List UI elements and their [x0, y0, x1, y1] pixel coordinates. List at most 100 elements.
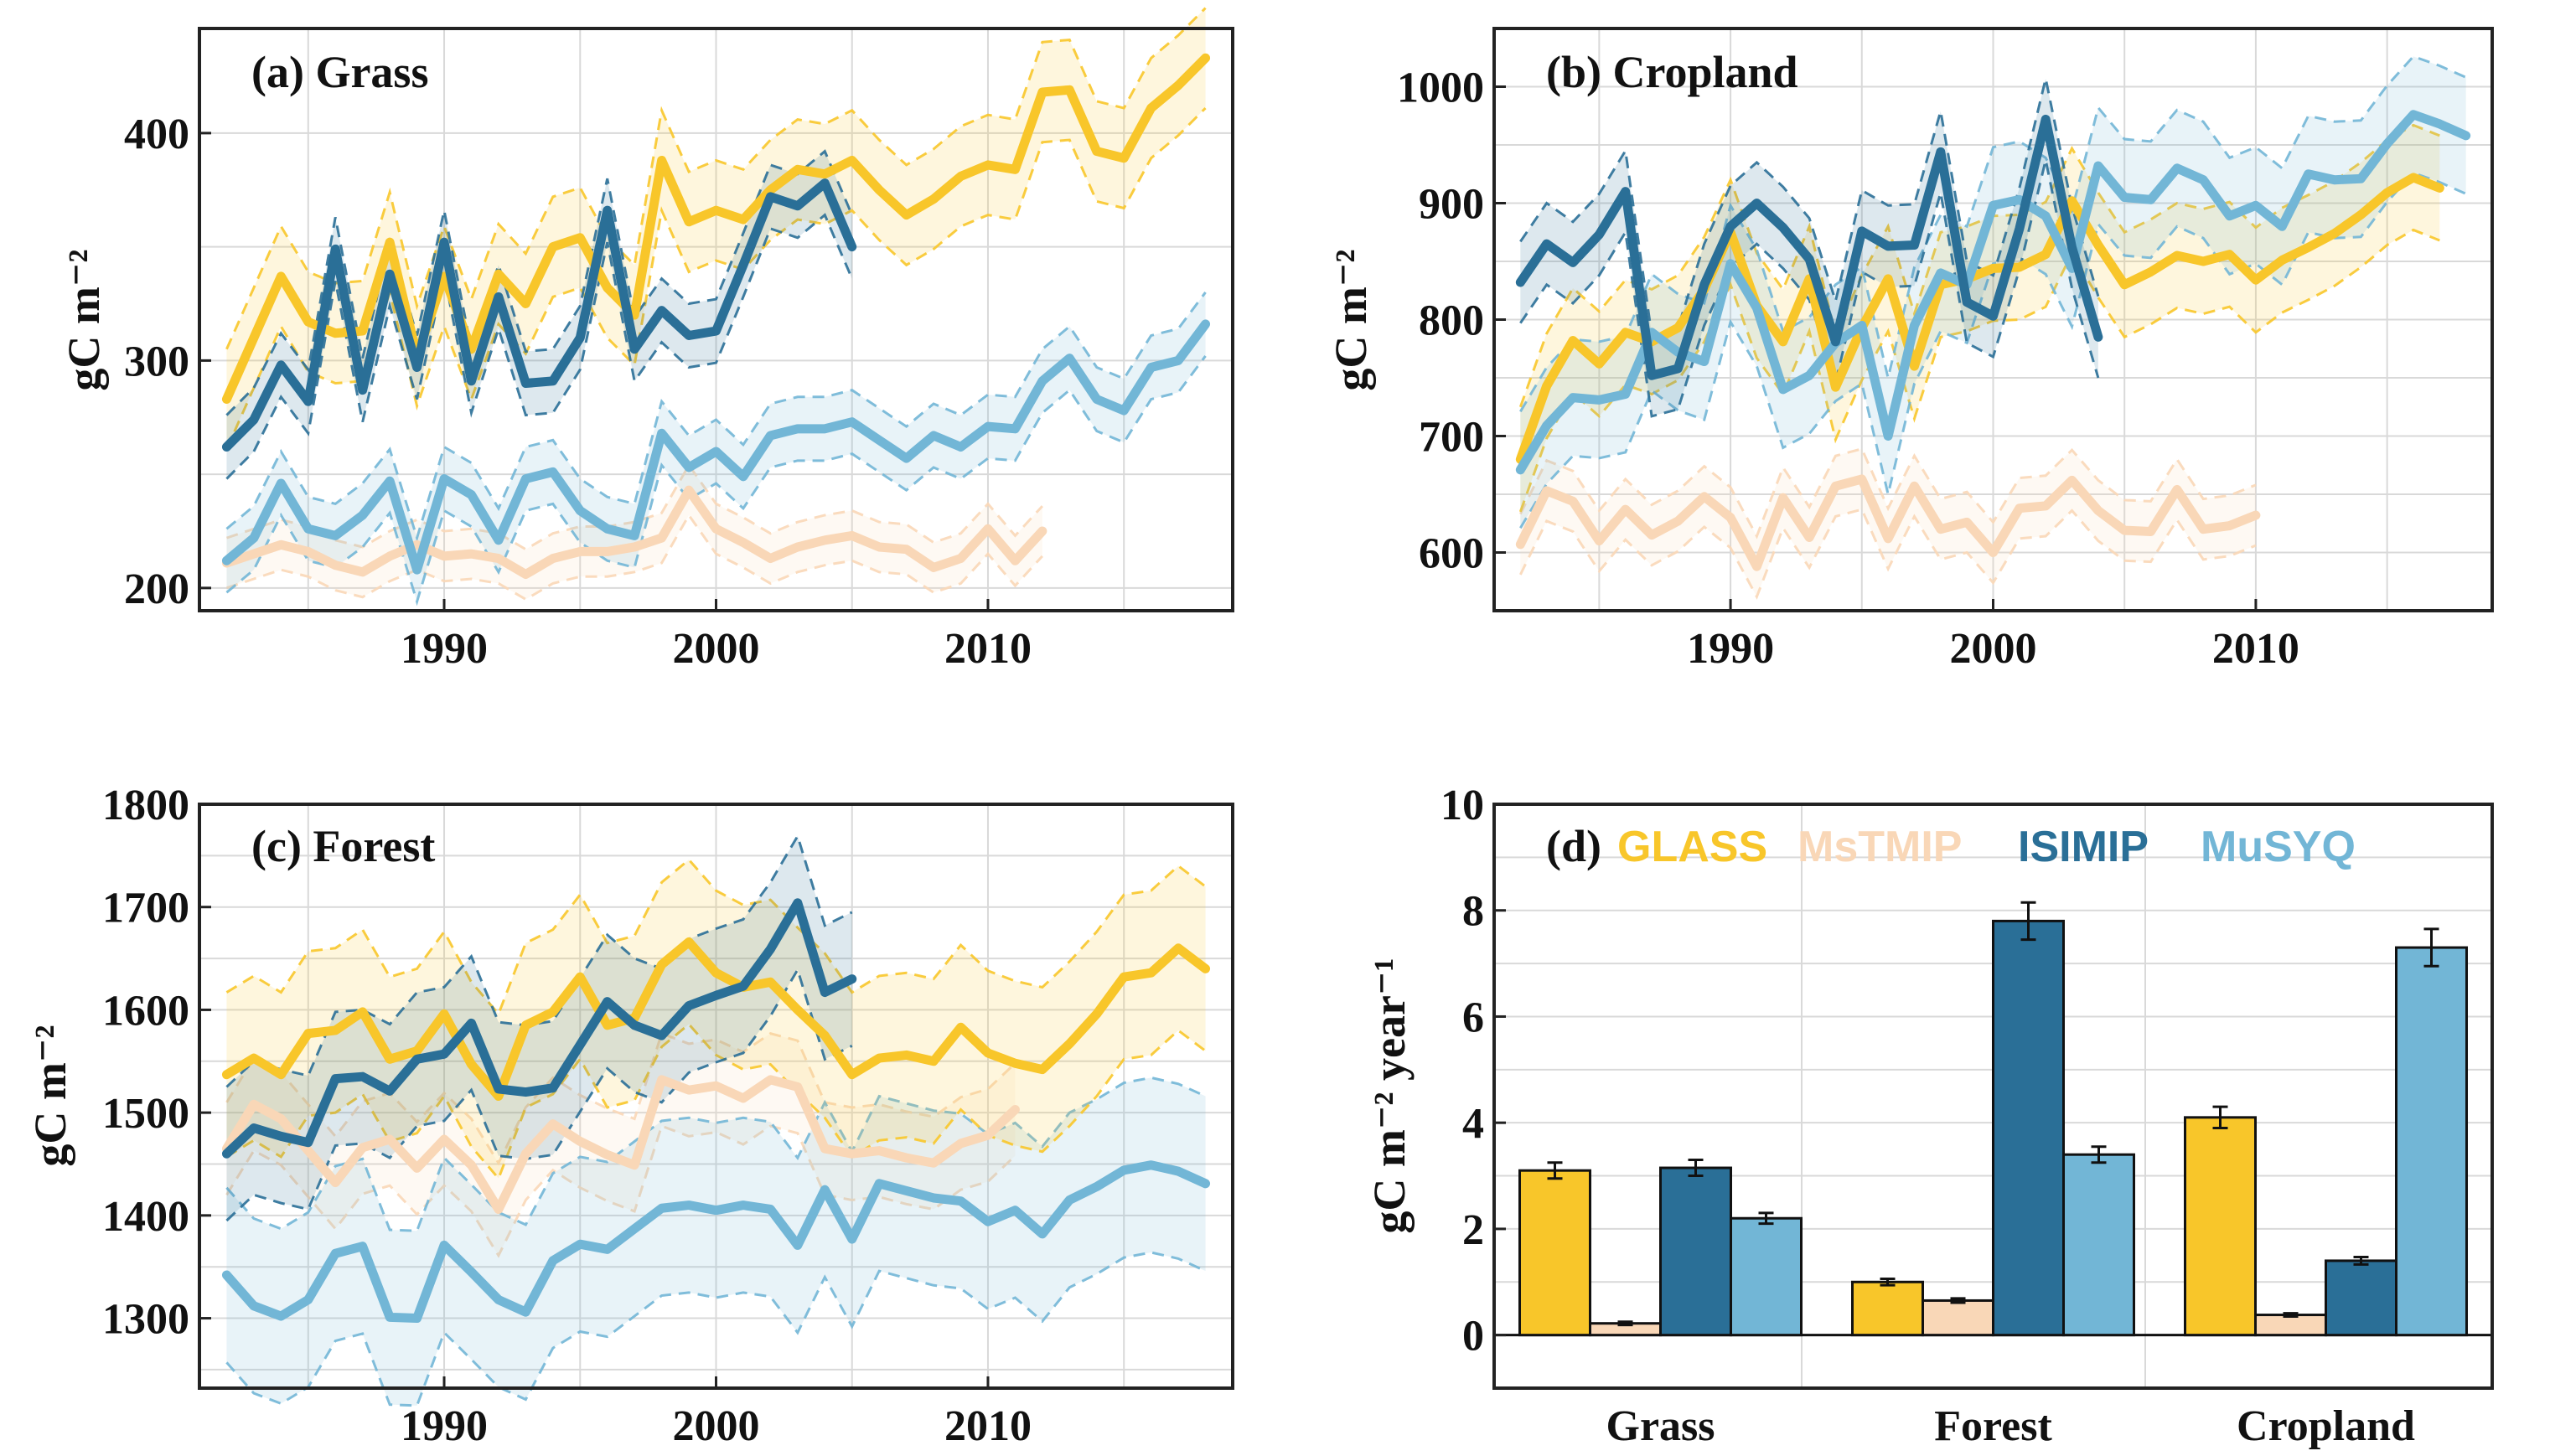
band-upper-glass: [225, 7, 1207, 350]
legend-entry-isimip: ISIMIP: [2018, 823, 2149, 871]
y-tick-label: 1000: [1397, 65, 1484, 112]
y-tick-label: 0: [1462, 1313, 1484, 1360]
band-lower-mstmip: [225, 1124, 1016, 1258]
band-lower-isimip: [1519, 159, 2100, 418]
x-tick-label: 2000: [673, 1402, 760, 1450]
y-tick-label: 600: [1419, 530, 1484, 578]
panel-title: (d): [1546, 821, 1601, 871]
band-upper-mstmip: [225, 1031, 1016, 1166]
panel-b-cropland: 1990 2000 2010 600 700 800 900 1000 (b) Croplan…: [1326, 27, 2494, 673]
uncertainty-band-musyq: [1520, 56, 2466, 529]
series-line-mstmip: [221, 485, 1047, 580]
panel-a-grass: 1990 2000 2010 200 300 400 (a) Grass gC m⁻²: [59, 7, 1234, 673]
series-line-glass: [221, 937, 1211, 1101]
panel-c-forest: 1990 2000 2010 1300 1400 1500 1600 1700 1800 (c)…: [25, 782, 1234, 1450]
bar-musyq-grass: [1730, 1216, 1803, 1337]
y-tick-label: 1600: [102, 987, 189, 1035]
panel-d-bar: Grass Forest Cropland 0 2 4 6 8 10 (d) GLASS MsTM…: [1364, 782, 2494, 1450]
legend-entry-glass: GLASS: [1617, 823, 1767, 871]
y-tick-label: 400: [124, 111, 189, 158]
y-tick-label: 1500: [102, 1090, 189, 1138]
y-tick-label: 700: [1419, 414, 1484, 462]
legend-entry-mstmip: MsTMIP: [1797, 823, 1962, 871]
band-upper-musyq: [1519, 54, 2467, 413]
x-category-label: Forest: [1934, 1402, 2052, 1450]
series-line-glass: [1515, 173, 2444, 464]
legend: GLASS MsTMIP ISIMIP MuSYQ: [1617, 823, 2356, 871]
y-tick-label: 1400: [102, 1193, 189, 1241]
series-line-mstmip: [221, 1075, 1020, 1214]
bar-mstmip-cropland: [2254, 1314, 2327, 1337]
x-tick-label: 1990: [401, 625, 488, 673]
uncertainty-band-musyq: [226, 1077, 1206, 1406]
series-line-mstmip: [1515, 474, 2261, 571]
y-tick-label: 4: [1462, 1100, 1484, 1148]
band-lower-mstmip: [225, 513, 1043, 602]
bar-glass-grass: [1518, 1169, 1591, 1337]
x-tick-label: 1990: [401, 1402, 488, 1450]
uncertainty-band-isimip: [226, 836, 852, 1221]
y-tick-label: 200: [124, 565, 189, 613]
series-line-glass: [221, 53, 1211, 405]
band-lower-musyq: [225, 1251, 1207, 1407]
band-lower-glass: [225, 1022, 1207, 1181]
bar-glass-forest: [1851, 1280, 1924, 1337]
y-axis-label: gC m⁻²: [25, 1025, 75, 1166]
series-line-isimip: [221, 898, 857, 1159]
x-tick-label: 2010: [2212, 625, 2299, 673]
x-category-label: Cropland: [2237, 1402, 2415, 1450]
x-tick-label: 2010: [944, 625, 1032, 673]
bar-musyq-cropland: [2395, 946, 2468, 1337]
band-upper-isimip: [1519, 78, 2100, 337]
y-tick-label: 1700: [102, 885, 189, 932]
panel-title: (b) Cropland: [1546, 47, 1798, 97]
band-upper-mstmip: [1518, 447, 2257, 540]
bar-isimip-forest: [1992, 919, 2065, 1337]
bar-glass-cropland: [2184, 1116, 2257, 1337]
x-tick-label: 2000: [673, 625, 760, 673]
band-upper-isimip: [225, 149, 854, 416]
band-lower-isimip: [225, 213, 854, 480]
y-tick-label: 300: [124, 338, 189, 385]
x-tick-label: 1990: [1687, 625, 1774, 673]
y-tick-label: 1300: [102, 1296, 189, 1344]
y-tick-label: 8: [1462, 888, 1484, 936]
x-category-label: Grass: [1606, 1402, 1715, 1450]
panel-title: (a) Grass: [251, 47, 428, 97]
y-tick-label: 10: [1441, 782, 1484, 829]
series-line-isimip: [1515, 114, 2103, 380]
band-upper-glass: [225, 858, 1207, 1017]
bar-musyq-forest: [2062, 1153, 2135, 1337]
y-axis-label: gC m⁻²: [59, 249, 109, 390]
band-upper-glass: [1518, 123, 2440, 408]
bar-mstmip-forest: [1922, 1299, 1994, 1337]
uncertainty-band-glass: [1520, 125, 2440, 512]
band-upper-musyq: [225, 292, 1207, 543]
x-tick-label: 2000: [1950, 625, 2037, 673]
uncertainty-band-glass: [226, 860, 1206, 1179]
band-lower-musyq: [1519, 171, 2467, 529]
y-tick-label: 6: [1462, 994, 1484, 1041]
y-axis-label: gC m⁻² year⁻¹: [1364, 958, 1415, 1233]
y-tick-label: 2: [1462, 1206, 1484, 1254]
band-upper-musyq: [225, 1076, 1207, 1232]
y-axis-label: gC m⁻²: [1326, 249, 1376, 390]
series-line-musyq: [221, 319, 1211, 575]
panel-title: (c) Forest: [251, 821, 435, 871]
x-tick-label: 2010: [944, 1402, 1032, 1450]
band-lower-isimip: [225, 966, 853, 1222]
series-line-musyq: [1515, 110, 2471, 475]
plot-frame: [1492, 803, 2494, 1390]
bar-isimip-cropland: [2325, 1259, 2397, 1337]
y-tick-label: 1800: [102, 782, 189, 829]
band-lower-mstmip: [1518, 508, 2257, 600]
series-line-isimip: [221, 178, 857, 452]
bar-isimip-grass: [1659, 1166, 1732, 1337]
y-tick-label: 900: [1419, 181, 1484, 229]
y-tick-label: 800: [1419, 297, 1484, 345]
series-line-musyq: [221, 1160, 1211, 1324]
legend-entry-musyq: MuSYQ: [2201, 823, 2356, 871]
band-lower-musyq: [225, 355, 1207, 607]
band-lower-glass: [1518, 228, 2440, 513]
